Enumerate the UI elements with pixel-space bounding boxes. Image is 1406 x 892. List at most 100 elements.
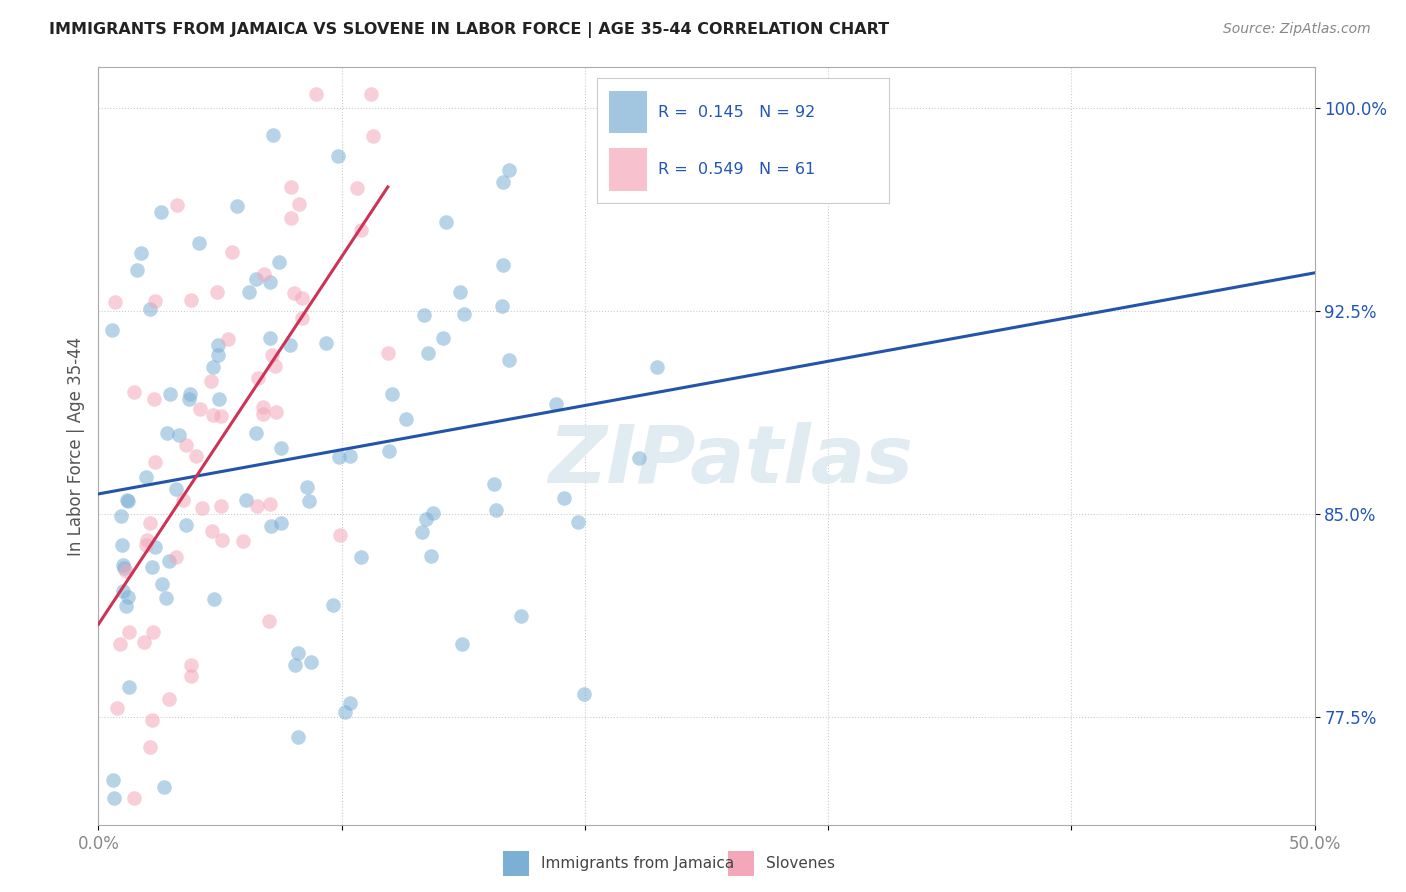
Point — [263, 359, 285, 373]
Point — [339, 696, 361, 710]
Point — [110, 508, 132, 523]
Point — [143, 455, 166, 469]
Point — [155, 591, 177, 605]
Point — [434, 215, 457, 229]
Point — [553, 491, 575, 505]
Point — [217, 332, 239, 346]
Point — [211, 533, 233, 547]
Point — [129, 246, 152, 260]
Point — [328, 450, 350, 464]
Text: IMMIGRANTS FROM JAMAICA VS SLOVENE IN LABOR FORCE | AGE 35-44 CORRELATION CHART: IMMIGRANTS FROM JAMAICA VS SLOVENE IN LA… — [49, 22, 890, 38]
Point — [288, 197, 311, 211]
Point — [415, 512, 437, 526]
Point — [172, 493, 194, 508]
Point — [202, 408, 225, 422]
Point — [201, 360, 224, 375]
Point — [176, 518, 198, 533]
Point — [284, 658, 307, 673]
Point — [136, 533, 159, 547]
Point — [283, 286, 305, 301]
Point — [485, 502, 508, 516]
Point — [453, 307, 475, 321]
Point — [257, 614, 280, 628]
Point — [101, 773, 124, 788]
Point — [153, 780, 176, 794]
Point — [299, 655, 322, 669]
Point — [143, 540, 166, 554]
Point — [270, 516, 292, 530]
Point — [150, 204, 173, 219]
Point — [420, 549, 443, 564]
Point — [322, 599, 344, 613]
Point — [207, 348, 229, 362]
Point — [115, 564, 138, 578]
Point — [645, 359, 668, 374]
Point — [498, 163, 520, 178]
Point — [360, 87, 382, 101]
Point — [135, 538, 157, 552]
Point — [498, 353, 520, 368]
Point — [326, 149, 349, 163]
Point — [165, 550, 187, 565]
Point — [291, 291, 314, 305]
Point — [207, 285, 229, 299]
Point — [166, 198, 188, 212]
Point — [125, 262, 148, 277]
Point — [567, 515, 589, 529]
Point — [246, 499, 269, 513]
Point — [176, 438, 198, 452]
Point — [245, 272, 267, 286]
Point — [492, 175, 515, 189]
Point — [157, 692, 180, 706]
Point — [103, 791, 125, 805]
Point — [138, 740, 160, 755]
Point — [350, 549, 373, 564]
Point — [142, 625, 165, 640]
Point — [209, 409, 232, 424]
Point — [378, 444, 401, 458]
Point — [201, 524, 224, 538]
Point — [270, 442, 292, 456]
Point — [209, 499, 232, 513]
Point — [167, 428, 190, 442]
Point — [627, 450, 650, 465]
Point — [287, 646, 309, 660]
Point — [184, 449, 207, 463]
Point — [232, 533, 254, 548]
Point — [291, 310, 314, 325]
Point — [112, 583, 135, 598]
Text: Source: ZipAtlas.com: Source: ZipAtlas.com — [1223, 22, 1371, 37]
Point — [135, 470, 157, 484]
Point — [413, 308, 436, 322]
Point — [297, 480, 319, 494]
Text: ZIPatlas: ZIPatlas — [548, 422, 914, 500]
Point — [572, 687, 595, 701]
Point — [143, 392, 166, 407]
Point — [451, 637, 474, 651]
Point — [191, 501, 214, 516]
Text: Slovenes: Slovenes — [766, 856, 835, 871]
Point — [208, 392, 231, 407]
Point — [202, 592, 225, 607]
Point — [179, 387, 201, 401]
Point — [207, 338, 229, 352]
Point — [253, 267, 276, 281]
Point — [377, 345, 399, 359]
Point — [110, 637, 132, 651]
Point — [180, 657, 202, 672]
Point — [278, 338, 301, 352]
Point — [117, 590, 139, 604]
Point — [111, 538, 134, 552]
Point — [117, 492, 139, 507]
Point — [432, 331, 454, 345]
Point — [247, 370, 270, 384]
Point — [114, 599, 136, 614]
Point — [298, 494, 321, 508]
Point — [105, 700, 128, 714]
Point — [259, 331, 281, 345]
Point — [188, 236, 211, 251]
Point — [141, 713, 163, 727]
Point — [252, 400, 274, 414]
Point — [339, 450, 361, 464]
Point — [395, 411, 418, 425]
